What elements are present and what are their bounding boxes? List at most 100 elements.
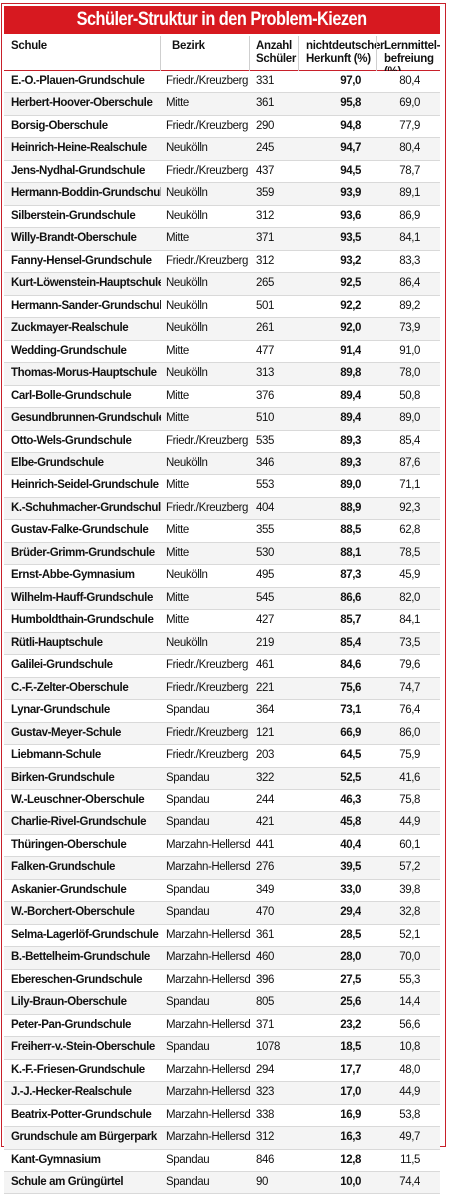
cell-lernmittel: 10,8	[399, 1041, 420, 1054]
cell-anzahl: 90	[256, 1175, 268, 1188]
table-row: K.-Schuhmacher-Grundschule Friedr./Kreuzb…	[4, 497, 440, 521]
cell-herkunft: 89,8	[340, 367, 361, 380]
cell-schule: Lily-Braun-Oberschule	[11, 996, 127, 1009]
cell-herkunft: 93,9	[340, 187, 361, 200]
cell-herkunft: 85,4	[340, 636, 361, 649]
cell-herkunft: 89,4	[340, 412, 361, 425]
cell-anzahl: 461	[256, 659, 274, 672]
cell-schule: Herbert-Hoover-Oberschule	[11, 97, 153, 110]
cell-herkunft: 45,8	[340, 816, 361, 829]
cell-anzahl: 460	[256, 951, 274, 964]
cell-lernmittel: 83,3	[399, 254, 420, 267]
cell-anzahl: 221	[256, 681, 274, 694]
cell-anzahl: 371	[256, 1018, 274, 1031]
cell-schule: Humboldthain-Grundschule	[11, 614, 154, 627]
cell-schule: Gesundbrunnen-Grundschule	[11, 412, 161, 425]
table-row: Jens-Nydhal-Grundschule Friedr./Kreuzberg…	[4, 160, 440, 184]
cell-bezirk: Spandau	[166, 816, 210, 829]
cell-lernmittel: 45,9	[399, 569, 420, 582]
cell-lernmittel: 73,5	[399, 636, 420, 649]
cell-herkunft: 93,2	[340, 254, 361, 267]
table-row: Gustav-Falke-Grundschule Mitte 355 88,5 62,8	[4, 520, 440, 543]
cell-bezirk: Mitte	[166, 614, 189, 627]
table-row: C.-F.-Zelter-Oberschule Friedr./Kreuzberg…	[4, 677, 440, 701]
cell-herkunft: 28,5	[340, 928, 361, 941]
cell-schule: Charlie-Rivel-Grundschule	[11, 816, 147, 829]
cell-lernmittel: 74,4	[399, 1175, 420, 1188]
cell-schule: Ebereschen-Grundschule	[11, 973, 143, 986]
cell-schule: Askanier-Grundschule	[11, 883, 127, 896]
cell-schule: Grundschule am Bürgerpark	[11, 1131, 157, 1144]
cell-bezirk: Mitte	[166, 591, 189, 604]
cell-bezirk: Mitte	[166, 546, 189, 559]
cell-lernmittel: 79,6	[399, 659, 420, 672]
cell-anzahl: 349	[256, 883, 274, 896]
table-row: J.-J.-Hecker-Realschule Marzahn-Hellersd.…	[4, 1082, 440, 1105]
table-row: Thüringen-Oberschule Marzahn-Hellersd. 441…	[4, 834, 440, 858]
cell-herkunft: 17,7	[340, 1063, 361, 1076]
cell-lernmittel: 87,6	[399, 456, 420, 469]
table-row: Zuckmayer-Realschule Neukölln 261 92,0 73,9	[4, 318, 440, 341]
cell-schule: Wedding-Grundschule	[11, 344, 127, 357]
cell-anzahl: 346	[256, 456, 274, 469]
cell-schule: Jens-Nydhal-Grundschule	[11, 164, 145, 177]
cell-anzahl: 1078	[256, 1041, 280, 1054]
cell-schule: Birken-Grundschule	[11, 771, 115, 784]
cell-bezirk: Mitte	[166, 479, 189, 492]
cell-schule: Carl-Bolle-Grundschule	[11, 389, 132, 402]
cell-bezirk: Marzahn-Hellersd.	[166, 1131, 250, 1144]
cell-herkunft: 27,5	[340, 973, 361, 986]
cell-anzahl: 545	[256, 591, 274, 604]
cell-lernmittel: 89,1	[399, 187, 420, 200]
cell-herkunft: 17,0	[340, 1086, 361, 1099]
cell-anzahl: 501	[256, 299, 274, 312]
cell-schule: Ernst-Abbe-Gymnasium	[11, 569, 135, 582]
cell-anzahl: 261	[256, 322, 274, 335]
cell-herkunft: 93,6	[340, 209, 361, 222]
cell-schule: B.-Bettelheim-Grundschule	[11, 951, 150, 964]
cell-lernmittel: 84,1	[399, 232, 420, 245]
cell-bezirk: Mitte	[166, 97, 189, 110]
cell-schule: K.-F.-Friesen-Grundschule	[11, 1063, 145, 1076]
header-lernmittel: Lernmittel- befreiung (%)	[384, 40, 444, 79]
cell-anzahl: 437	[256, 164, 274, 177]
table-row: Gustav-Meyer-Schule Friedr./Kreuzberg 121 6…	[4, 722, 440, 746]
cell-schule: Galilei-Grundschule	[11, 659, 113, 672]
cell-lernmittel: 91,0	[399, 344, 420, 357]
header-anzahl-line2: Schüler	[256, 53, 297, 65]
article-table: Schüler-Struktur in den Problem-Kiezen S…	[1, 3, 446, 1194]
table-row: Herbert-Hoover-Oberschule Mitte 361 95,8 69,…	[4, 93, 440, 116]
cell-bezirk: Marzahn-Hellersd.	[166, 1108, 250, 1121]
cell-bezirk: Spandau	[166, 906, 210, 919]
cell-lernmittel: 78,7	[399, 164, 420, 177]
cell-bezirk: Mitte	[166, 344, 189, 357]
cell-lernmittel: 14,4	[399, 996, 420, 1009]
cell-bezirk: Spandau	[166, 1175, 210, 1188]
cell-herkunft: 73,1	[340, 704, 361, 717]
table-row: Fanny-Hensel-Grundschule Friedr./Kreuzber…	[4, 250, 440, 274]
cell-lernmittel: 62,8	[399, 524, 420, 537]
cell-anzahl: 359	[256, 187, 274, 200]
cell-bezirk: Neukölln	[166, 367, 208, 380]
table-row: Humboldthain-Grundschule Mitte 427 85,7 84,1	[4, 610, 440, 633]
cell-bezirk: Friedr./Kreuzberg	[166, 164, 249, 177]
cell-bezirk: Mitte	[166, 389, 189, 402]
table-row: Galilei-Grundschule Friedr./Kreuzberg 461 8…	[4, 655, 440, 678]
cell-bezirk: Mitte	[166, 412, 189, 425]
cell-schule: Willy-Brandt-Oberschule	[11, 232, 137, 245]
table-row: Liebmann-Schule Friedr./Kreuzberg 203 64,5 7…	[4, 745, 440, 768]
table-row: Carl-Bolle-Grundschule Mitte 376 89,4 50,8	[4, 385, 440, 409]
cell-schule: Gustav-Falke-Grundschule	[11, 524, 149, 537]
cell-lernmittel: 85,4	[399, 434, 420, 447]
cell-bezirk: Neukölln	[166, 187, 208, 200]
cell-lernmittel: 80,4	[399, 75, 420, 87]
cell-anzahl: 331	[256, 75, 274, 87]
cell-bezirk: Spandau	[166, 794, 210, 806]
table-row: Falken-Grundschule Marzahn-Hellersd. 276 39…	[4, 857, 440, 880]
cell-anzahl: 371	[256, 232, 274, 245]
cell-anzahl: 121	[256, 726, 274, 739]
cell-lernmittel: 82,0	[399, 591, 420, 604]
cell-bezirk: Mitte	[166, 524, 189, 537]
cell-bezirk: Neukölln	[166, 456, 208, 469]
cell-lernmittel: 32,8	[399, 906, 420, 919]
